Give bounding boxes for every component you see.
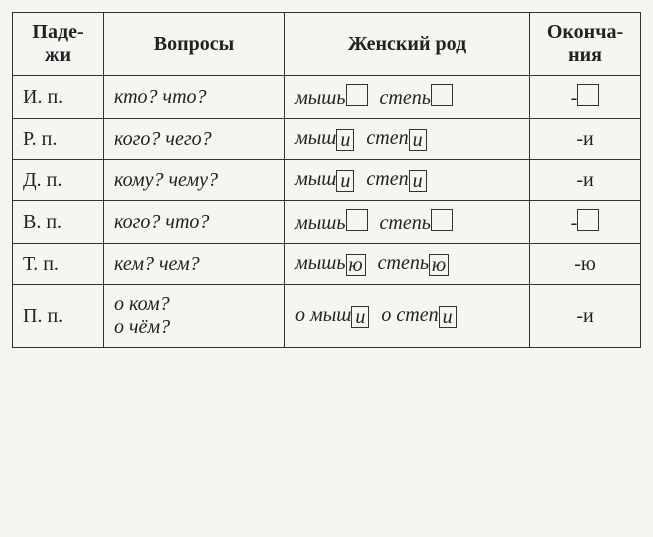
- word: мышь: [295, 84, 368, 110]
- forms-cell: мышь степь: [285, 201, 530, 244]
- forms-cell: мышьюстепью: [285, 244, 530, 285]
- word-stem: о мыш: [295, 304, 351, 326]
- word: степи: [366, 127, 426, 151]
- word: мышь: [295, 209, 368, 235]
- question-cell: о ком?о чём?: [104, 285, 285, 348]
- word: степь: [380, 84, 453, 110]
- word-stem: мышь: [295, 212, 346, 234]
- ending-cell: -ю: [530, 244, 641, 285]
- ending-value: -и: [576, 169, 593, 191]
- header-questions: Вопросы: [104, 13, 285, 76]
- word-stem: о степ: [381, 304, 438, 326]
- ending-prefix: -: [571, 212, 578, 234]
- word: мышью: [295, 252, 366, 276]
- header-cases: Паде-жи: [13, 13, 104, 76]
- ending-box: [346, 84, 368, 106]
- ending-prefix: -: [571, 87, 578, 109]
- forms-cell: мышистепи: [285, 160, 530, 201]
- ending-value: -и: [576, 128, 593, 150]
- ending-box: и: [336, 170, 354, 192]
- word: о мыши: [295, 304, 369, 328]
- case-label: Т. п.: [13, 244, 104, 285]
- word-stem: степ: [366, 127, 408, 149]
- table-row: П. п.о ком?о чём?о мышио степи-и: [13, 285, 641, 348]
- word: о степи: [381, 304, 456, 328]
- ending-box: [577, 209, 599, 231]
- header-row: Паде-жи Вопросы Женский род Оконча-ния: [13, 13, 641, 76]
- header-gender: Женский род: [285, 13, 530, 76]
- ending-box: [431, 84, 453, 106]
- table-row: Д. п.кому? чему?мышистепи-и: [13, 160, 641, 201]
- word: мыши: [295, 168, 354, 192]
- word: степь: [380, 209, 453, 235]
- case-label: П. п.: [13, 285, 104, 348]
- word-stem: степь: [380, 87, 431, 109]
- word-stem: степь: [380, 212, 431, 234]
- question-cell: кем? чем?: [104, 244, 285, 285]
- question-cell: кому? чему?: [104, 160, 285, 201]
- word-stem: мышь: [295, 252, 346, 274]
- word: степью: [378, 252, 449, 276]
- word-stem: степь: [378, 252, 429, 274]
- ending-box: ю: [429, 254, 449, 276]
- table-row: Т. п.кем? чем?мышьюстепью-ю: [13, 244, 641, 285]
- ending-cell: -: [530, 76, 641, 119]
- ending-box: и: [351, 306, 369, 328]
- case-label: И. п.: [13, 76, 104, 119]
- word: мыши: [295, 127, 354, 151]
- ending-value: -и: [576, 305, 593, 327]
- ending-box: и: [439, 306, 457, 328]
- ending-cell: -и: [530, 119, 641, 160]
- ending-value: -ю: [574, 253, 596, 275]
- word-stem: степ: [366, 168, 408, 190]
- ending-value: -: [571, 87, 600, 109]
- question-cell: кто? что?: [104, 76, 285, 119]
- ending-cell: -и: [530, 285, 641, 348]
- case-label: Р. п.: [13, 119, 104, 160]
- ending-value: -: [571, 212, 600, 234]
- forms-cell: мышь степь: [285, 76, 530, 119]
- word-stem: мышь: [295, 87, 346, 109]
- forms-cell: мышистепи: [285, 119, 530, 160]
- forms-cell: о мышио степи: [285, 285, 530, 348]
- ending-cell: -: [530, 201, 641, 244]
- declension-table: Паде-жи Вопросы Женский род Оконча-ния И…: [12, 12, 641, 348]
- word-stem: мыш: [295, 127, 336, 149]
- case-label: В. п.: [13, 201, 104, 244]
- ending-box: [346, 209, 368, 231]
- table-row: Р. п.кого? чего?мышистепи-и: [13, 119, 641, 160]
- question-cell: кого? что?: [104, 201, 285, 244]
- ending-box: [431, 209, 453, 231]
- ending-box: ю: [346, 254, 366, 276]
- ending-box: [577, 84, 599, 106]
- case-label: Д. п.: [13, 160, 104, 201]
- table-row: В. п.кого? что? мышь степь -: [13, 201, 641, 244]
- question-cell: кого? чего?: [104, 119, 285, 160]
- header-endings: Оконча-ния: [530, 13, 641, 76]
- ending-box: и: [409, 129, 427, 151]
- word-stem: мыш: [295, 168, 336, 190]
- ending-box: и: [409, 170, 427, 192]
- ending-box: и: [336, 129, 354, 151]
- ending-cell: -и: [530, 160, 641, 201]
- table-row: И. п.кто? что? мышь степь -: [13, 76, 641, 119]
- word: степи: [366, 168, 426, 192]
